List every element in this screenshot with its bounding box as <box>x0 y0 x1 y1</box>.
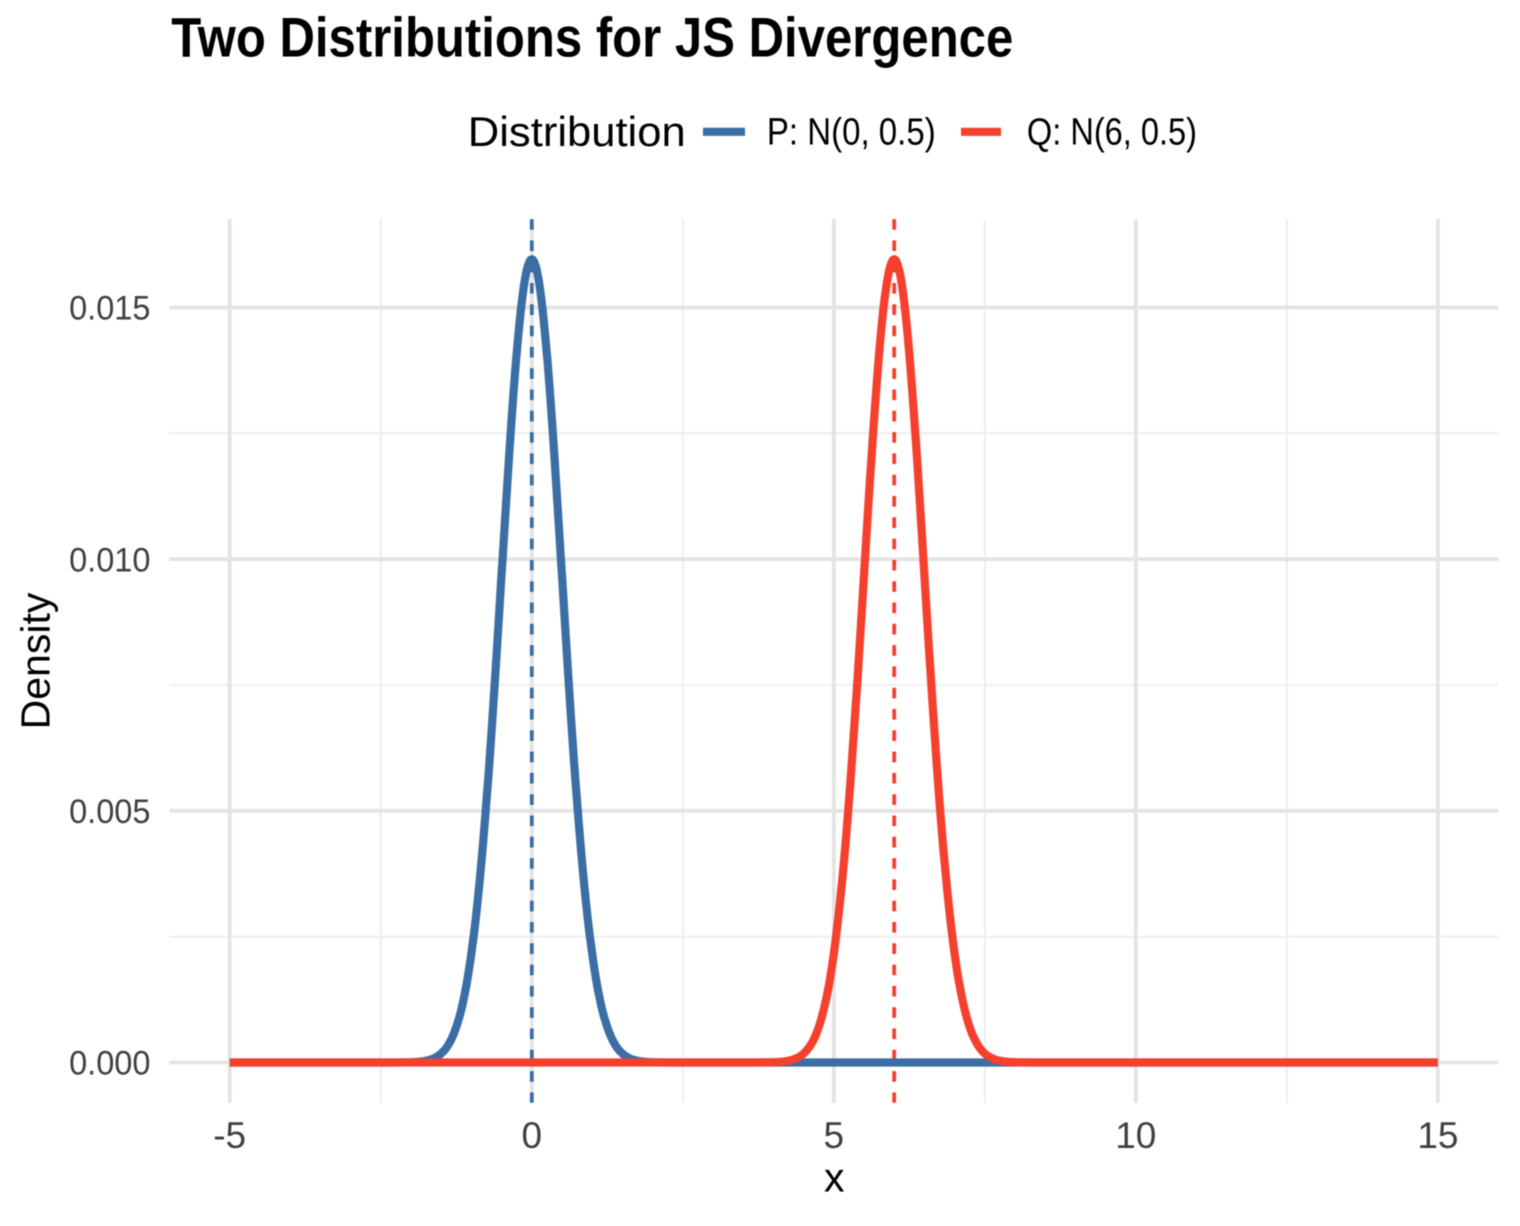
svg-text:0.000: 0.000 <box>69 1045 150 1083</box>
svg-text:Two Distributions for JS Diver: Two Distributions for JS Divergence <box>171 5 1013 68</box>
svg-text:0.015: 0.015 <box>69 290 150 328</box>
svg-text:10: 10 <box>1115 1115 1156 1156</box>
svg-text:P: N(0, 0.5): P: N(0, 0.5) <box>767 112 936 154</box>
svg-text:0.010: 0.010 <box>69 541 150 579</box>
svg-text:Distribution: Distribution <box>468 108 686 155</box>
svg-text:Density: Density <box>13 592 59 729</box>
svg-text:5: 5 <box>824 1115 845 1156</box>
svg-text:x: x <box>824 1155 845 1201</box>
svg-text:15: 15 <box>1417 1115 1458 1156</box>
svg-text:0: 0 <box>522 1115 543 1156</box>
svg-text:Q: N(6, 0.5): Q: N(6, 0.5) <box>1027 112 1197 154</box>
svg-text:-5: -5 <box>213 1115 246 1156</box>
svg-text:0.005: 0.005 <box>69 793 150 831</box>
